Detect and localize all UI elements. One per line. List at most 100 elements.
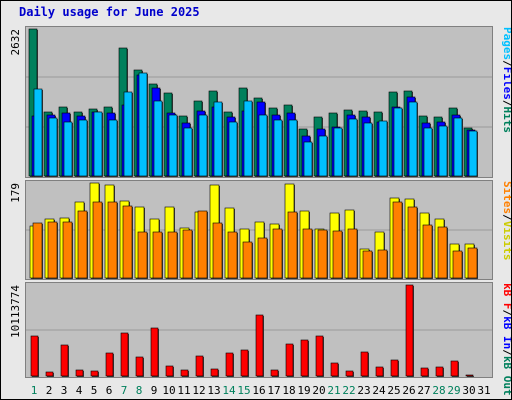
bar-kb-f bbox=[405, 284, 414, 377]
bar-pages bbox=[348, 118, 358, 177]
bar-kb-f bbox=[360, 351, 369, 377]
day-label: 29 bbox=[447, 384, 460, 397]
bar-pages bbox=[63, 121, 73, 177]
bar-sites bbox=[257, 237, 268, 279]
legend-entry: / bbox=[501, 60, 511, 67]
day-label: 19 bbox=[297, 384, 310, 397]
bar-sites bbox=[287, 211, 298, 279]
max-value-label: 179 bbox=[9, 183, 22, 203]
day-label: 1 bbox=[31, 384, 38, 397]
legend-entry: Files bbox=[501, 67, 511, 100]
bar-kb-f bbox=[150, 327, 159, 377]
bar-kb-f bbox=[225, 352, 234, 377]
bar-kb-f bbox=[180, 369, 189, 377]
bar-sites bbox=[77, 210, 88, 279]
bar-pages bbox=[168, 114, 178, 177]
bar-kb-f bbox=[45, 371, 54, 377]
day-label: 3 bbox=[61, 384, 68, 397]
legend-middle: Sites/Visits bbox=[501, 181, 511, 261]
day-label: 27 bbox=[417, 384, 430, 397]
bar-sites bbox=[167, 231, 178, 279]
day-label: 26 bbox=[402, 384, 415, 397]
max-value-label: 2632 bbox=[9, 29, 22, 56]
bar-kb-f bbox=[135, 356, 144, 377]
day-label: 24 bbox=[372, 384, 386, 397]
bar-pages bbox=[258, 114, 268, 177]
legend-entry: Visits bbox=[501, 221, 511, 261]
legend-entry: / bbox=[501, 310, 511, 317]
bar-sites bbox=[227, 231, 238, 279]
day-label: 9 bbox=[151, 384, 158, 397]
day-label: 20 bbox=[312, 384, 325, 397]
bar-sites bbox=[92, 201, 103, 279]
bar-sites bbox=[407, 206, 418, 279]
bar-sites bbox=[107, 201, 118, 279]
bar-kb-f bbox=[300, 339, 309, 377]
day-label: 30 bbox=[462, 384, 475, 397]
panel-1 bbox=[25, 26, 493, 178]
day-label: 10 bbox=[162, 384, 175, 397]
bar-kb-f bbox=[450, 360, 459, 377]
bar-kb-f bbox=[435, 366, 444, 377]
bar-kb-f bbox=[285, 343, 294, 377]
day-label: 6 bbox=[106, 384, 113, 397]
bar-shadow bbox=[467, 376, 474, 377]
legend-entry: / bbox=[501, 100, 511, 107]
bar-sites bbox=[317, 229, 328, 279]
bar-pages bbox=[273, 119, 283, 177]
legend-entry: / bbox=[501, 349, 511, 356]
bar-sites bbox=[437, 226, 448, 279]
bar-sites bbox=[377, 249, 388, 279]
bar-kb-f bbox=[105, 352, 114, 377]
day-label: 25 bbox=[387, 384, 400, 397]
legend-entry: Hits bbox=[501, 107, 511, 134]
bar-sites bbox=[362, 250, 373, 279]
day-label: 16 bbox=[252, 384, 265, 397]
legend-entry: Pages bbox=[501, 27, 511, 60]
bar-kb-f bbox=[90, 370, 99, 377]
legend-entry: / bbox=[501, 214, 511, 221]
day-label: 21 bbox=[327, 384, 340, 397]
bar-sites bbox=[182, 229, 193, 279]
bar-pages bbox=[123, 91, 133, 177]
bar-sites bbox=[302, 228, 313, 279]
legend-bottom: kB F/kB In/kB Out bbox=[501, 283, 511, 396]
bar-sites bbox=[47, 221, 58, 279]
day-label: 17 bbox=[267, 384, 280, 397]
bar-pages bbox=[393, 107, 403, 177]
bar-pages bbox=[108, 119, 118, 177]
bar-pages bbox=[288, 119, 298, 177]
day-label: 28 bbox=[432, 384, 445, 397]
bar-sites bbox=[272, 228, 283, 279]
bar-kb-f bbox=[330, 362, 339, 377]
bar-pages bbox=[318, 135, 328, 177]
bar-pages bbox=[438, 125, 448, 177]
bar-pages bbox=[423, 127, 433, 177]
bar-kb-f bbox=[75, 369, 84, 377]
day-label: 4 bbox=[76, 384, 83, 397]
day-label: 14 bbox=[222, 384, 236, 397]
bar-kb-f bbox=[345, 370, 354, 377]
bar-pages bbox=[453, 117, 463, 177]
legend-entry: kB Out bbox=[501, 356, 511, 396]
day-label: 12 bbox=[192, 384, 205, 397]
bar-kb-f bbox=[120, 332, 129, 377]
bar-kb-f bbox=[375, 366, 384, 377]
bar-kb-f bbox=[195, 355, 204, 377]
day-label: 31 bbox=[477, 384, 490, 397]
bar-sites bbox=[467, 247, 478, 279]
day-label: 23 bbox=[357, 384, 370, 397]
bar-pages bbox=[198, 114, 208, 177]
bar-pages bbox=[243, 100, 253, 177]
day-label: 13 bbox=[207, 384, 220, 397]
bar-kb-f bbox=[210, 368, 219, 377]
day-label: 22 bbox=[342, 384, 355, 397]
bar-pages bbox=[33, 88, 43, 177]
panel-2 bbox=[25, 180, 493, 280]
day-label: 8 bbox=[136, 384, 143, 397]
bar-kb-f bbox=[240, 349, 249, 377]
day-label: 11 bbox=[177, 384, 190, 397]
bar-pages bbox=[333, 127, 343, 177]
bar-pages bbox=[378, 120, 388, 177]
